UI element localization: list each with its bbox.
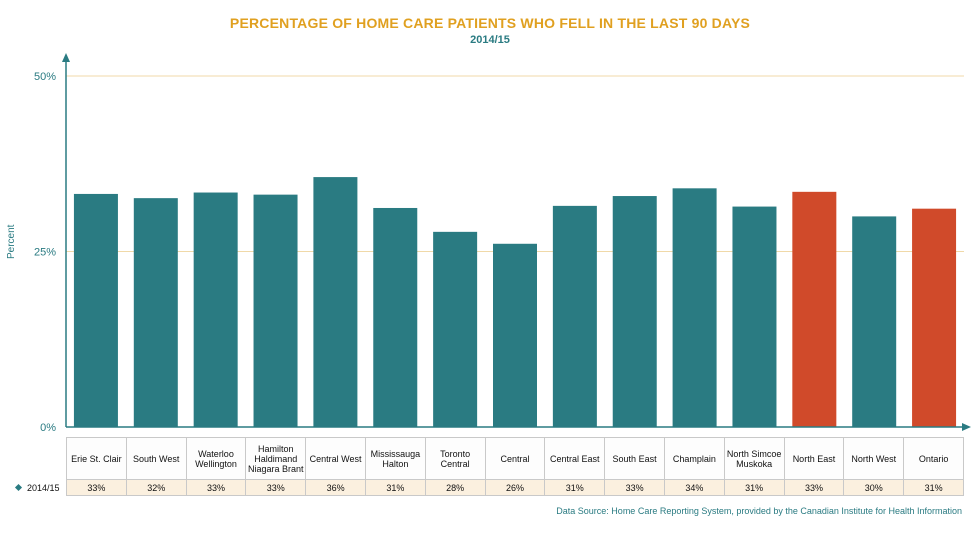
value-label: 26% — [484, 479, 546, 496]
value-label: 31% — [364, 479, 426, 496]
series-marker-icon — [14, 484, 23, 492]
value-row: 33% 32% 33% 33% 36% 31% 28% 26% 31% 33% 34% 31% 33% 3… — [66, 479, 964, 496]
category-label: Hamilton Haldimand Niagara Brant — [245, 437, 307, 480]
bar — [133, 198, 178, 427]
value-label: 34% — [663, 479, 725, 496]
category-row: Erie St. Clair South West Waterloo Welling… — [66, 437, 964, 480]
value-label: 31% — [903, 479, 964, 496]
category-label: North East — [783, 437, 845, 480]
data-table: Erie St. Clair South West Waterloo Welling… — [66, 437, 964, 496]
value-label: 31% — [723, 479, 785, 496]
category-label: Central West — [305, 437, 366, 480]
category-label: South East — [604, 437, 665, 480]
category-label: North West — [843, 437, 905, 480]
value-label: 33% — [783, 479, 845, 496]
value-label: 30% — [843, 479, 905, 496]
y-axis-arrow-icon — [62, 53, 70, 62]
chart-title: PERCENTAGE OF HOME CARE PATIENTS WHO FEL… — [229, 15, 751, 31]
bar — [732, 206, 777, 427]
data-source-note: Data Source: Home Care Reporting System,… — [556, 506, 962, 516]
bar — [852, 216, 897, 427]
value-label: 36% — [305, 479, 366, 496]
series-legend-label: 2014/15 — [27, 483, 60, 493]
bar — [193, 192, 238, 427]
y-tick-label: 50% — [34, 71, 56, 83]
bar — [373, 207, 418, 427]
chart-subtitle: 2014/15 — [470, 34, 510, 46]
y-tick-label: 0% — [40, 422, 56, 434]
category-label: Toronto Central — [424, 437, 486, 480]
category-label: South West — [125, 437, 187, 480]
value-label: 33% — [604, 479, 665, 496]
category-label: North Simcoe Muskoka — [723, 437, 785, 480]
value-label: 33% — [66, 479, 127, 496]
bar — [612, 196, 657, 427]
value-label: 33% — [245, 479, 307, 496]
category-label: Mississauga Halton — [364, 437, 426, 480]
category-label: Central — [484, 437, 546, 480]
category-label: Waterloo Wellington — [185, 437, 247, 480]
x-axis-arrow-icon — [962, 423, 971, 431]
bar — [672, 188, 717, 427]
category-label: Central East — [544, 437, 606, 480]
bar — [552, 205, 597, 427]
category-label: Erie St. Clair — [66, 437, 127, 480]
bar — [313, 177, 358, 427]
bar — [73, 193, 118, 427]
y-tick-label: 25% — [34, 247, 56, 259]
category-label: Ontario — [903, 437, 964, 480]
value-label: 31% — [544, 479, 606, 496]
bar — [433, 231, 478, 427]
series-legend: 2014/15 — [14, 481, 60, 496]
category-label: Champlain — [663, 437, 725, 480]
bar — [792, 191, 837, 427]
value-label: 33% — [185, 479, 247, 496]
value-label: 32% — [125, 479, 187, 496]
value-label: 28% — [424, 479, 486, 496]
bar — [493, 243, 537, 427]
bar — [253, 194, 298, 427]
bar — [912, 208, 957, 427]
